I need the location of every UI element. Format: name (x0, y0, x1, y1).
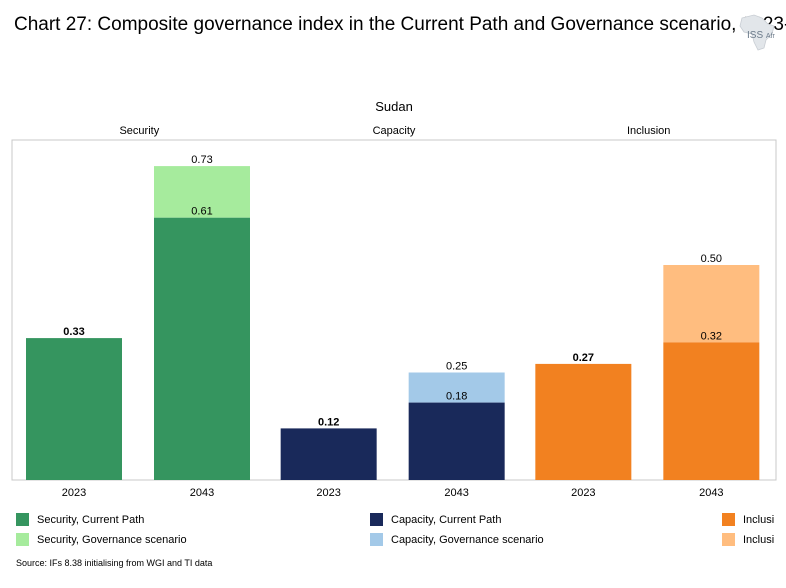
chart-area: Sudan Security 0.33 2023 0.61 0.73 2043 Capacit… (11, 99, 777, 499)
legend-label-2: Inclusi (743, 513, 775, 526)
data-label-current-inclusion-2023: 0.27 (573, 352, 594, 364)
legend-label-0: Security, Current Path (37, 513, 145, 526)
data-label-current-capacity-2043: 0.18 (446, 391, 467, 403)
data-label-current-security-2023: 0.33 (63, 326, 84, 338)
africa-map-icon (739, 14, 775, 51)
logo-text-main: ISS (747, 30, 764, 41)
legend-swatch-4 (370, 533, 383, 546)
bar-scenario-inclusion-2043 (663, 265, 760, 343)
chart-title: Chart 27: Composite governance index in … (14, 14, 786, 35)
plot-frame (11, 139, 777, 481)
legend-swatch-3 (16, 533, 29, 546)
x-tick-capacity-2023: 2023 (316, 487, 340, 499)
legend-item-0: Security, Current Path (16, 513, 144, 526)
legend-item-3: Security, Governance scenario (16, 533, 187, 546)
x-tick-security-2043: 2043 (190, 487, 214, 499)
legend-label-1: Capacity, Current Path (391, 513, 502, 526)
bar-current-capacity-2023 (280, 428, 377, 480)
x-tick-capacity-2043: 2043 (444, 487, 468, 499)
data-label-current-security-2043: 0.61 (191, 206, 212, 218)
data-label-current-inclusion-2043: 0.32 (701, 330, 722, 342)
x-tick-inclusion-2043: 2043 (699, 487, 723, 499)
bar-current-inclusion-2023 (535, 363, 632, 480)
panel-label-security: Security (119, 125, 159, 137)
x-tick-inclusion-2023: 2023 (571, 487, 595, 499)
legend-item-2: Inclusi (722, 513, 774, 526)
panel-label-capacity: Capacity (373, 125, 416, 137)
source-note: Source: IFs 8.38 initialising from WGI a… (16, 558, 213, 568)
legend-swatch-2 (722, 513, 735, 526)
legend-label-3: Security, Governance scenario (37, 533, 187, 546)
panel-label-inclusion: Inclusion (627, 125, 670, 137)
bar-current-inclusion-2043 (663, 342, 760, 480)
legend-swatch-1 (370, 513, 383, 526)
legend-item-4: Capacity, Governance scenario (370, 533, 544, 546)
data-label-scenario-capacity-2043: 0.25 (446, 361, 467, 373)
bar-current-security-2023 (26, 338, 122, 480)
legend-swatch-0 (16, 513, 29, 526)
legend-item-1: Capacity, Current Path (370, 513, 501, 526)
legend-label-4: Capacity, Governance scenario (391, 533, 544, 546)
logo-text-small: Afr (765, 33, 775, 40)
data-label-scenario-inclusion-2043: 0.50 (701, 253, 722, 265)
bar-current-security-2043 (154, 217, 250, 480)
legend-swatch-5 (722, 533, 735, 546)
legend-item-5: Inclusi (722, 533, 774, 546)
logo-text: ISS Afr (747, 30, 775, 41)
data-label-scenario-security-2043: 0.73 (191, 154, 212, 166)
x-tick-security-2023: 2023 (62, 487, 86, 499)
legend-label-5: Inclusi (743, 533, 775, 546)
chart-subtitle-sudan: Sudan (375, 99, 413, 114)
bar-scenario-security-2043 (154, 166, 250, 218)
bar-scenario-capacity-2043 (408, 372, 505, 403)
bar-current-capacity-2043 (408, 402, 505, 480)
data-label-current-capacity-2023: 0.12 (318, 416, 339, 428)
